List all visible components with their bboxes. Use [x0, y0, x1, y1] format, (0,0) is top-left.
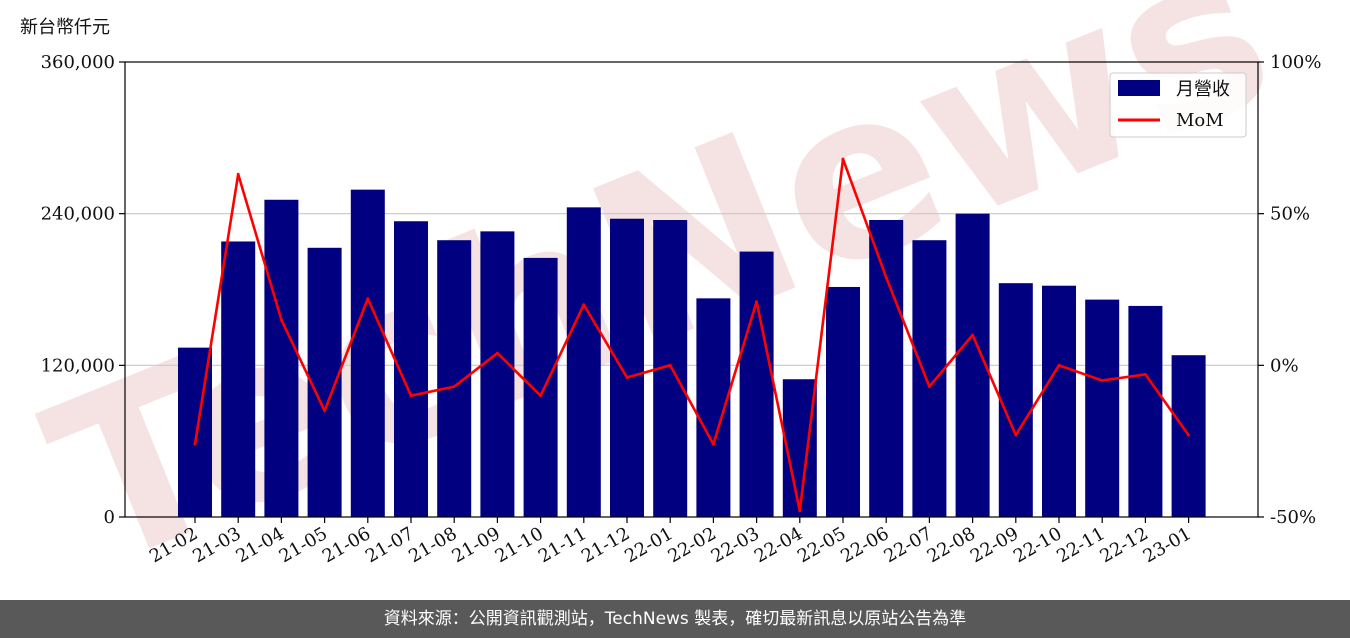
- x-tick-label: 22-08: [924, 523, 979, 567]
- mom-point: [452, 385, 456, 388]
- bar: [480, 231, 515, 517]
- bar: [912, 240, 947, 518]
- mom-point: [928, 385, 931, 388]
- x-tick-label: 21-09: [448, 523, 503, 567]
- mom-point: [971, 333, 974, 337]
- mom-point: [366, 297, 370, 300]
- y-left-tick-label: 0: [104, 507, 115, 528]
- mom-point: [1057, 363, 1061, 367]
- y-left-tick-label: 120,000: [41, 355, 115, 376]
- revenue-bars: [178, 189, 1206, 518]
- mom-point: [712, 442, 715, 446]
- mom-point: [236, 172, 240, 176]
- bar: [782, 379, 817, 517]
- revenue-chart: TechNews 0120,000240,000360,000-50%0%50%…: [17, 0, 1321, 600]
- mom-series-line: [193, 157, 1190, 513]
- x-tick-label: 22-04: [751, 523, 806, 567]
- bar: [826, 286, 860, 517]
- mom-point: [539, 394, 542, 398]
- y-right-tick-label: 50%: [1270, 204, 1310, 225]
- x-tick-label: 21-08: [405, 523, 460, 567]
- bar: [264, 199, 299, 517]
- bar: [1042, 285, 1076, 517]
- bar: [566, 207, 601, 517]
- source-footer: 資料來源：公開資訊觀測站，TechNews 製表，確切最新訊息以原站公告為準: [0, 600, 1350, 638]
- x-tick-label: 22-05: [794, 523, 849, 567]
- bar: [739, 251, 774, 518]
- mom-point: [582, 303, 586, 307]
- plot-frame: [124, 61, 1259, 518]
- mom-point: [409, 394, 413, 398]
- y-left-tick-label: 240,000: [41, 204, 115, 225]
- mom-point: [1014, 433, 1018, 437]
- bar: [523, 257, 558, 517]
- legend-label-revenue: 月營收: [1176, 79, 1230, 100]
- y-left-tick-label: 360,000: [41, 52, 115, 73]
- x-tick-label: 22-03: [708, 523, 763, 567]
- mom-line: [193, 157, 1190, 513]
- bar: [350, 189, 385, 517]
- x-tick-label: 22-01: [621, 523, 676, 567]
- x-tick-label: 21-10: [492, 523, 547, 567]
- mom-point: [1100, 379, 1104, 382]
- x-tick-label: 22-02: [664, 523, 719, 567]
- x-tick-label: 23-01: [1140, 523, 1195, 567]
- x-tick-label: 22-12: [1096, 523, 1151, 567]
- bar: [1128, 305, 1163, 517]
- mom-point: [625, 376, 629, 379]
- x-tick-label: 22-09: [967, 523, 1022, 567]
- mom-point: [841, 157, 845, 161]
- mom-point: [668, 363, 672, 367]
- mom-point: [496, 351, 499, 355]
- x-tick-label: 22-10: [1010, 523, 1065, 567]
- y-right-tick-label: 0%: [1270, 355, 1299, 376]
- y-unit-label: 新台幣仟元: [20, 17, 110, 38]
- mom-point: [884, 275, 888, 279]
- bar: [998, 283, 1033, 517]
- legend: 月營收 MoM: [1109, 72, 1247, 138]
- mom-point: [755, 300, 758, 304]
- x-tick-label: 21-07: [362, 523, 417, 567]
- bar: [869, 219, 904, 517]
- legend-label-mom: MoM: [1176, 110, 1224, 131]
- legend-swatch-revenue: [1118, 80, 1160, 96]
- x-tick-label: 22-06: [837, 523, 892, 567]
- x-tick-label: 21-11: [535, 523, 590, 567]
- y-right-tick-label: -50%: [1270, 507, 1316, 528]
- mom-point: [323, 409, 326, 413]
- bar: [955, 213, 990, 517]
- mom-point: [1144, 373, 1147, 376]
- x-tick-label: 22-07: [880, 523, 935, 567]
- x-tick-label: 21-12: [578, 523, 633, 567]
- bar: [221, 241, 256, 517]
- mom-point: [798, 509, 802, 513]
- x-tick-label: 22-11: [1053, 523, 1108, 567]
- bar: [1085, 299, 1120, 517]
- y-right-tick-label: 100%: [1270, 52, 1321, 73]
- mom-point: [280, 318, 283, 322]
- mom-point: [193, 442, 197, 446]
- mom-point: [1187, 433, 1190, 437]
- bar: [610, 218, 644, 517]
